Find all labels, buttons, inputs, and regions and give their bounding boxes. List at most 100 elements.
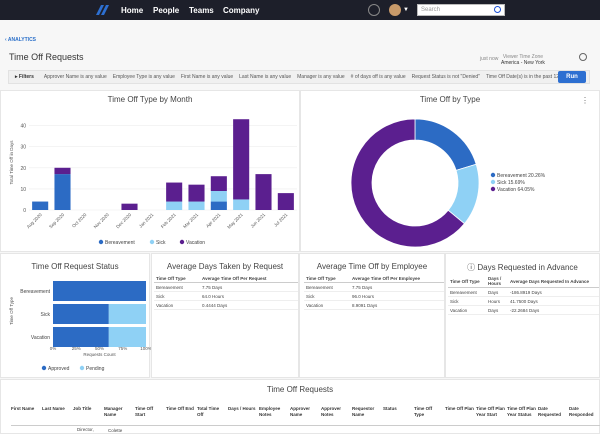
x-tick-label: Apr 2021: [205, 212, 222, 229]
bar-pending: [108, 304, 146, 324]
slice-vacation: [350, 118, 466, 248]
x-tick-label: Dec 2020: [115, 212, 133, 230]
cell: Bereavement: [154, 282, 200, 292]
bar-vacation: [166, 182, 183, 202]
cell: Bereavement: [304, 282, 350, 292]
app-logo-icon[interactable]: [95, 4, 109, 16]
filter-first-name[interactable]: First Name is any value: [180, 74, 234, 80]
col-header[interactable]: Average Time Off Per Employee: [350, 275, 444, 283]
avg-by-employee-table: Time Off Type Average Time Off Per Employ…: [304, 275, 444, 310]
bar-bereavement: [54, 174, 71, 210]
cell: 96.0 Hours: [350, 291, 444, 301]
col-header[interactable]: Time Off Plan Year Start: [476, 406, 507, 426]
legend-swatch: [179, 239, 185, 245]
col-header[interactable]: Status: [383, 406, 414, 426]
col-header[interactable]: Days / Hours: [486, 275, 508, 288]
filter-last-name[interactable]: Last Name is any value: [239, 74, 292, 80]
col-header[interactable]: Approver Name: [290, 406, 321, 426]
cell: -22.2684 Days: [508, 305, 599, 315]
col-header[interactable]: Time Off Type: [414, 406, 445, 426]
filter-status[interactable]: Request Status is not "Denied": [411, 74, 480, 80]
col-header[interactable]: Average Days Requested In Advance: [508, 275, 599, 288]
y-axis-label: Total Time Off in Days: [9, 140, 14, 185]
legend-swatch: [490, 186, 496, 192]
col-header[interactable]: Job Title: [73, 406, 104, 426]
bar-bereavement: [210, 201, 227, 210]
col-header[interactable]: Employee Notes: [259, 406, 290, 426]
filter-employee-type[interactable]: Employee Type is any value: [112, 74, 175, 80]
nav-people[interactable]: People: [153, 5, 180, 15]
col-header[interactable]: Time Off Plan Year Status: [507, 406, 538, 426]
legend-label: Bereavement 20.26%: [497, 173, 546, 179]
nav-home[interactable]: Home: [121, 5, 144, 15]
breadcrumb[interactable]: ‹ ANALYTICS: [5, 37, 37, 43]
x-tick-label: 25%: [72, 346, 81, 351]
legend-label: Sick 15.69%: [497, 180, 525, 186]
col-header[interactable]: Days / Hours: [228, 406, 259, 426]
bar-approved: [53, 304, 109, 324]
y-tick-label: 40: [20, 124, 26, 130]
nav-company[interactable]: Company: [223, 5, 260, 15]
cell: 7.75 Days: [350, 282, 444, 292]
col-header[interactable]: Requestor Name: [352, 406, 383, 426]
x-tick-label: Oct 2020: [71, 212, 88, 229]
run-button[interactable]: Run: [558, 71, 586, 83]
col-header[interactable]: First Name: [11, 406, 42, 426]
chevron-down-icon[interactable]: ▼: [403, 7, 409, 13]
col-header[interactable]: Time Off Plan: [445, 406, 476, 426]
y-tick-label: 10: [20, 187, 26, 193]
col-header[interactable]: Time Off Type: [448, 275, 486, 288]
y-axis-label: Time Off Type: [9, 297, 14, 325]
y-tick-label: 0: [23, 208, 26, 214]
bar-vacation: [188, 184, 205, 202]
bar-bereavement: [32, 201, 49, 210]
gear-icon[interactable]: [579, 53, 587, 61]
timezone-display[interactable]: Viewer Time Zone America - New York: [501, 54, 545, 66]
avatar[interactable]: [389, 4, 401, 16]
col-header[interactable]: Total Time Off: [197, 406, 228, 426]
time-off-by-type-chart[interactable]: Bereavement 20.26%Sick 15.69%Vacation 64…: [301, 91, 600, 253]
filter-manager[interactable]: Manager is any value: [297, 74, 345, 80]
table-row: Bereavement Days -186.8919 Days: [448, 287, 599, 297]
col-header[interactable]: Date Requested: [538, 406, 569, 426]
col-header[interactable]: Last Name: [42, 406, 73, 426]
cell: Sick: [448, 296, 486, 306]
days-in-advance-table: Time Off Type Days / Hours Average Days Re…: [448, 275, 599, 315]
nav-teams[interactable]: Teams: [189, 5, 214, 15]
col-header[interactable]: Date Responded: [569, 406, 600, 426]
x-tick-label: 100%: [140, 346, 151, 351]
more-icon[interactable]: ⋮: [581, 96, 589, 105]
avg-by-request-table: Time Off Type Average Time Off Per Reques…: [154, 275, 298, 310]
col-header[interactable]: Average Time Off Per Request: [200, 275, 298, 283]
table-row: Bereavement 7.75 Days: [154, 282, 298, 292]
col-header[interactable]: Approver Notes: [321, 406, 352, 426]
col-header[interactable]: Time Off Type: [304, 275, 350, 283]
col-header[interactable]: Manager Name: [104, 406, 135, 426]
top-nav-bar: Home People Teams Company ▼ Search: [0, 0, 600, 20]
cell: Sick: [304, 291, 350, 301]
filter-toggle[interactable]: ▸ Filters: [15, 74, 34, 80]
cell: Colette: [108, 428, 123, 433]
x-tick-label: Mar 2021: [182, 212, 199, 229]
x-tick-label: 50%: [95, 346, 104, 351]
filter-bar[interactable]: ▸ Filters Approver Name is any value Emp…: [8, 70, 590, 84]
filters-label: Filters: [18, 74, 34, 80]
filter-dates[interactable]: Time Off Date(s) is in the past 12: [485, 74, 560, 80]
table-title: Average Days Taken by Request: [166, 262, 284, 271]
filter-days-off[interactable]: # of days off is any value: [350, 74, 406, 80]
bar-sick: [233, 199, 250, 210]
table-header-row: Time Off Type Days / Hours Average Days Re…: [448, 275, 599, 288]
x-tick-label: 0%: [50, 346, 57, 351]
table-row: Sick 96.0 Hours: [304, 291, 444, 301]
filter-approver[interactable]: Approver Name is any value: [43, 74, 107, 80]
search-input[interactable]: Search: [417, 4, 505, 16]
col-header[interactable]: Time Off Type: [154, 275, 200, 283]
col-header[interactable]: Time Off Start: [135, 406, 166, 426]
cell: Bereavement: [448, 287, 486, 297]
bell-icon[interactable]: [368, 4, 380, 16]
info-icon[interactable]: ⓘ: [467, 263, 478, 272]
col-header[interactable]: Time Off End: [166, 406, 197, 426]
x-tick-label: Jan 2021: [138, 212, 155, 229]
